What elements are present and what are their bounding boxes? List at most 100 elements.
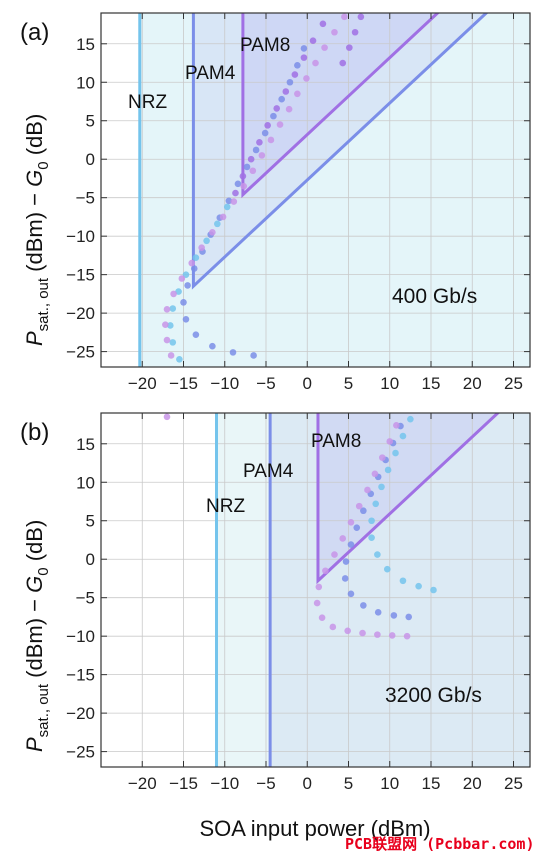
data-point (347, 590, 355, 598)
data-point (188, 259, 196, 267)
data-point (321, 44, 328, 51)
data-point (250, 352, 257, 359)
data-point (163, 336, 171, 344)
data-point (430, 586, 437, 594)
data-point (286, 78, 294, 86)
data-point (170, 290, 177, 298)
x-tick-label: 25 (504, 374, 523, 393)
data-point (341, 13, 348, 21)
data-point (372, 500, 380, 508)
plot-area (101, 13, 530, 367)
x-tick-label: 5 (344, 374, 353, 393)
data-point (371, 470, 379, 478)
data-point (294, 62, 301, 69)
data-point (291, 71, 299, 78)
data-point (234, 180, 242, 188)
data-point (347, 518, 355, 526)
x-axis-label: SOA input power (dBm) (199, 816, 430, 841)
data-point (180, 299, 187, 306)
data-point (355, 502, 363, 510)
data-point (351, 28, 359, 36)
panel-b-plot: −20 −15 −10 −5 0 5 10 15 20 25 −25 −20 −15 −10 −5 0 5 10 1… (66, 412, 531, 793)
data-point (273, 105, 281, 112)
data-point (303, 75, 310, 82)
data-point (267, 136, 275, 144)
panel-a-rate-label: 400 Gb/s (392, 285, 477, 308)
data-point (243, 163, 251, 171)
y-tick-label: 5 (86, 512, 95, 531)
data-point (214, 220, 221, 228)
data-point (247, 155, 255, 163)
data-point (319, 20, 327, 28)
data-point (331, 551, 338, 558)
panel-a-pam8-label: PAM8 (240, 35, 290, 56)
x-tick-label: −15 (169, 374, 198, 393)
panel-b-nrz-label: NRZ (206, 496, 245, 517)
data-point (176, 356, 183, 363)
data-point (169, 305, 177, 312)
y-tick-label: −20 (66, 704, 95, 723)
data-point (182, 315, 190, 323)
data-point (399, 577, 407, 585)
data-point (384, 466, 392, 474)
data-point (374, 551, 381, 558)
data-point (163, 305, 171, 313)
y-tick-label: −25 (66, 743, 95, 762)
data-point (403, 632, 411, 640)
data-point (276, 121, 284, 128)
data-point (169, 339, 177, 346)
x-tick-label: −10 (210, 774, 239, 793)
data-point (388, 632, 396, 639)
data-point (359, 629, 366, 637)
data-point (344, 627, 351, 635)
data-point (342, 558, 350, 565)
data-point (374, 631, 381, 638)
data-point (331, 28, 338, 36)
panel-b-rate-label: 3200 Gb/s (385, 684, 482, 707)
data-point (341, 575, 349, 582)
data-point (407, 415, 414, 423)
data-point (192, 331, 200, 338)
data-point (346, 44, 353, 51)
data-point (261, 129, 269, 137)
x-tick-label: −5 (256, 774, 275, 793)
x-tick-label: −20 (128, 374, 157, 393)
panel-b-label: (b) (20, 419, 49, 446)
x-tick-label: 20 (463, 774, 482, 793)
y-tick-label: 0 (86, 550, 95, 569)
data-point (392, 449, 399, 457)
data-point (223, 203, 231, 211)
x-tick-label: −15 (169, 774, 198, 793)
y-tick-label: 10 (76, 473, 95, 492)
data-point (383, 565, 391, 573)
plot-frame (100, 12, 531, 368)
boundary-pam8 (241, 13, 440, 199)
data-point (294, 90, 301, 98)
x-tick-label: 25 (504, 774, 523, 793)
data-point (368, 534, 375, 541)
x-tick-label: 10 (380, 374, 399, 393)
boundary-pam8 (316, 413, 501, 585)
data-point (339, 535, 347, 542)
data-point (182, 271, 190, 278)
y-tick-label: 5 (86, 112, 95, 131)
y-tick-label: 0 (86, 150, 95, 169)
data-point (163, 413, 171, 421)
data-point (167, 352, 175, 359)
data-point (209, 229, 216, 236)
data-point (393, 422, 400, 429)
x-tick-label: 0 (303, 374, 312, 393)
data-point (232, 189, 239, 197)
x-tick-label: 20 (463, 374, 482, 393)
x-tick-label: 15 (422, 374, 441, 393)
plot-area (101, 413, 530, 767)
x-tick-label: −10 (210, 374, 239, 393)
y-tick-label: 10 (76, 73, 95, 92)
data-point (285, 105, 293, 113)
data-point (209, 342, 216, 350)
plot-frame (100, 412, 531, 768)
data-point (278, 95, 285, 103)
data-point (264, 122, 271, 129)
data-point (364, 486, 371, 494)
